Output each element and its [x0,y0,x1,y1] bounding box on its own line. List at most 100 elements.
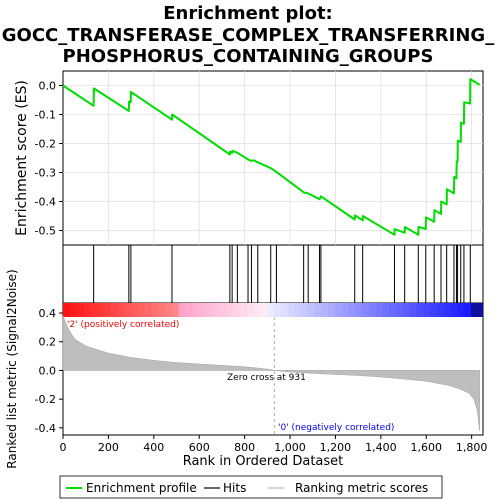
rank-color-cell [314,303,322,317]
rank-color-cell [396,303,404,317]
legend-profile-label: Enrichment profile [86,481,197,495]
rank-color-cell [144,303,152,317]
rank-color-cell [409,303,418,317]
rank-color-cell [464,303,472,317]
metric-y-tick-label: 0.4 [39,307,57,320]
rank-color-cell [294,303,302,317]
x-tick-label: 200 [98,441,119,454]
rank-color-cell [151,303,159,317]
legend: Enrichment profile Hits Ranking metric s… [59,475,443,499]
rank-color-cell [131,303,139,317]
rank-color-cell [212,303,220,317]
rank-color-cell [63,303,71,317]
chart-title-line2: GOCC_TRANSFERASE_COMPLEX_TRANSFERRING_ [2,25,494,46]
rank-color-cell [226,303,234,317]
metric-y-ticks: 0.4 0.2 0.0 -0.2 -0.4 [35,307,63,435]
rank-color-cell [97,303,105,317]
hit-marks [93,245,471,303]
es-y-axis-label: Enrichment score (ES) [14,80,30,236]
rank-color-cell [287,303,295,317]
x-tick-label: 800 [234,441,255,454]
es-y-ticks: 0.0 -0.1 -0.2 -0.3 -0.4 -0.5 [35,80,63,238]
es-panel-frame [62,70,484,246]
rank-color-cell [69,303,78,317]
positive-correlation-label: '2' (positively correlated) [67,320,179,330]
rank-color-cell [199,303,207,317]
rank-color-cell [171,303,180,317]
rank-color-cell [443,303,452,317]
rank-color-cell [348,303,356,317]
rank-color-cell [450,303,458,317]
rank-color-cell [375,303,384,317]
hits-panel-frame [62,244,484,304]
rank-color-cell [423,303,431,317]
rank-color-cell [416,303,424,317]
x-tick-label: 0 [60,441,67,454]
rank-color-cell [382,303,390,317]
es-y-tick-label: -0.1 [35,109,56,122]
metric-y-tick-label: -0.2 [35,393,56,406]
es-y-tick-label: -0.2 [35,138,56,151]
rank-color-cell [355,303,363,317]
rank-color-cell [246,303,254,317]
enrichment-profile-line [62,78,481,236]
rank-color-cell [124,303,132,317]
rank-color-cell [341,303,350,317]
rank-color-cell [117,303,125,317]
metric-area-group [62,315,480,435]
rank-color-cell [158,303,166,317]
rank-color-cell [328,303,336,317]
rank-color-cell [457,303,465,317]
rank-color-cell [192,303,200,317]
x-tick-label: 1,400 [365,441,397,454]
metric-y-tick-label: 0.2 [39,336,57,349]
rank-color-cell [273,303,282,317]
es-y-tick-label: -0.3 [35,167,56,180]
rank-color-cell [321,303,329,317]
rank-color-cell [471,303,483,317]
x-tick-label: 1,600 [410,441,442,454]
rank-color-cell [90,303,98,317]
x-tick-label: 1,200 [320,441,352,454]
rank-color-cell [253,303,261,317]
rank-color-cell [437,303,445,317]
metric-y-axis-label: Ranked list metric (Signal2Noise) [5,269,19,468]
rank-color-cell [301,303,309,317]
rank-color-cell [307,303,316,317]
rank-color-cell [389,303,397,317]
rank-color-cell [165,303,173,317]
rank-color-bar [63,303,483,317]
rank-color-cell [83,303,91,317]
rank-color-cell [280,303,288,317]
chart-title-line3: PHOSPHORUS_CONTAINING_GROUPS [63,46,434,67]
rank-color-cell [137,303,146,317]
legend-metric-label: Ranking metric scores [295,481,428,495]
metric-y-tick-label: -0.4 [35,422,56,435]
rank-color-cell [178,303,186,317]
rank-color-cell [267,303,275,317]
x-tick-label: 600 [189,441,210,454]
rank-color-cell [219,303,227,317]
rank-color-cell [362,303,370,317]
zero-cross-label: Zero cross at 931 [227,373,306,383]
chart-title-line1: Enrichment plot: [163,3,333,24]
es-y-tick-label: -0.5 [35,225,56,238]
rank-color-cell [185,303,193,317]
rank-color-cell [233,303,241,317]
negative-correlation-label: '0' (negatively correlated) [278,423,394,433]
rank-color-cell [335,303,343,317]
x-axis-ticks: 0 200 400 600 800 1,000 1,200 1,400 1,600 1,800 [60,435,487,454]
es-profile-group [62,78,481,236]
x-axis-label: Rank in Ordered Dataset [183,454,344,469]
es-y-tick-label: 0.0 [39,80,57,93]
x-tick-label: 1,000 [274,441,306,454]
rank-color-cell [369,303,377,317]
ranking-metric-area [62,315,480,431]
rank-color-cell [103,303,112,317]
rank-color-cell [239,303,248,317]
legend-box [59,475,443,499]
rank-color-cell [76,303,84,317]
rank-color-cell [205,303,214,317]
rank-color-cell [430,303,438,317]
